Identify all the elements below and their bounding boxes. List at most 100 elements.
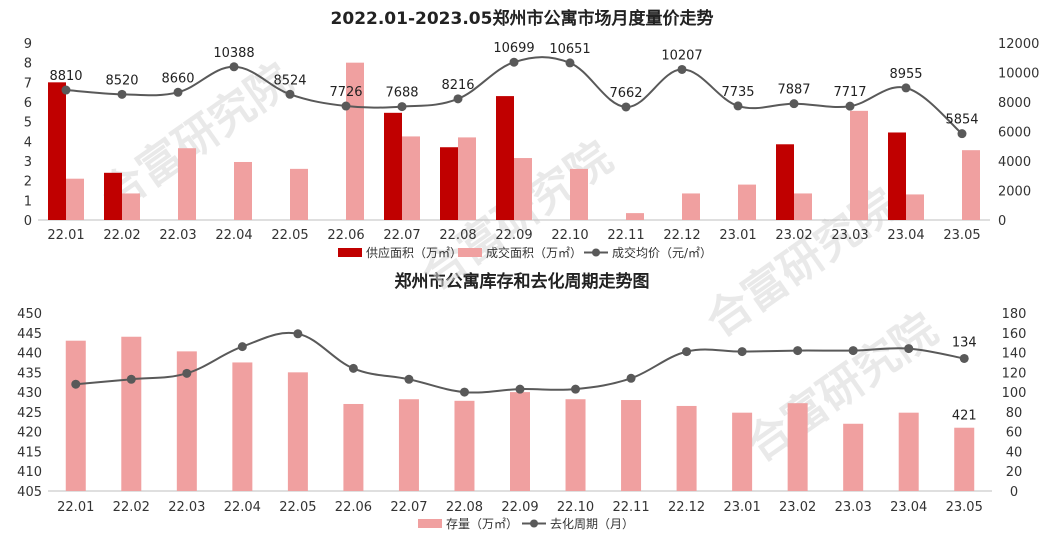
chart1-price-point — [341, 101, 351, 111]
chart2-cycle-point — [682, 347, 692, 357]
chart1-category-label: 23.02 — [775, 228, 812, 243]
chart1-supply-bar — [104, 172, 122, 220]
chart1-deal-bar — [178, 148, 196, 220]
chart2-cycle-point — [126, 374, 136, 384]
chart2-left-tick: 420 — [17, 426, 42, 441]
chart1-price-point — [677, 64, 687, 74]
chart1-price-label: 10699 — [493, 41, 534, 56]
chart1-price-point — [173, 87, 183, 97]
legend-supply-swatch — [338, 248, 362, 257]
chart1-right-tick: 4000 — [998, 155, 1031, 170]
chart1-price-point — [957, 129, 967, 139]
legend-price-swatch-dot — [592, 248, 600, 257]
chart1-left-tick: 6 — [24, 96, 32, 111]
chart2-cycle-point — [571, 384, 581, 394]
chart1-deal-bar — [458, 137, 476, 220]
chart1-right-tick: 12000 — [998, 37, 1039, 52]
chart1-category-label: 22.08 — [439, 228, 476, 243]
chart1-left-tick: 7 — [24, 76, 32, 91]
chart2-category-label: 22.10 — [557, 500, 594, 515]
chart2-left-tick: 435 — [17, 366, 42, 381]
chart2-cycle-point — [182, 368, 192, 378]
chart2-inventory-bar — [621, 400, 642, 491]
chart1-category-label: 22.05 — [271, 228, 308, 243]
chart2-right-tick: 140 — [1002, 347, 1027, 362]
chart1-deal-bar — [290, 168, 308, 220]
chart2-left-tick: 415 — [17, 445, 42, 460]
chart2-category-label: 23.05 — [946, 500, 983, 515]
chart1-price-label: 7717 — [833, 85, 866, 100]
chart1-deal-bar — [906, 194, 924, 220]
legend-cycle-label: 去化周期（月） — [550, 517, 634, 531]
chart2-cycle-point — [959, 353, 969, 363]
chart1-price-point — [789, 99, 799, 109]
chart2-category-label: 22.08 — [446, 500, 483, 515]
chart1-deal-bar — [234, 161, 252, 220]
chart2-category-label: 22.05 — [279, 500, 316, 515]
chart2-inventory-bar — [565, 399, 586, 491]
chart2-category-label: 22.07 — [390, 500, 427, 515]
chart1-supply-bar — [48, 82, 66, 220]
chart2-right-tick: 40 — [1006, 445, 1023, 460]
chart2-cycle-point — [626, 373, 636, 383]
chart1-category-label: 23.05 — [943, 228, 980, 243]
chart2-inventory-bar — [398, 399, 419, 491]
chart2-inventory-bar — [843, 423, 864, 491]
chart1-supply-bar — [776, 144, 794, 220]
chart1-price-point — [509, 57, 519, 67]
chart2-right-tick: 160 — [1002, 327, 1027, 342]
chart1-category-label: 22.04 — [215, 228, 252, 243]
chart2-cycle-point — [237, 342, 247, 352]
chart1-price-point — [397, 102, 407, 112]
chart1-deal-bar — [514, 158, 532, 220]
legend-deal-label: 成交面积（万㎡） — [486, 245, 582, 260]
chart1-price-label: 8955 — [889, 67, 922, 82]
chart1-price-point — [621, 102, 631, 112]
chart1-price-point — [453, 94, 463, 104]
chart2-category-label: 23.04 — [890, 500, 927, 515]
chart1-price-label: 10388 — [213, 46, 254, 61]
chart2-cycle-point — [515, 384, 525, 394]
chart1-right-tick: 0 — [998, 214, 1006, 229]
chart1-left-tick: 1 — [24, 194, 32, 209]
chart1-price-point — [565, 58, 575, 68]
chart2-cycle-point — [848, 346, 858, 356]
chart2-title: 郑州市公寓库存和去化周期走势图 — [395, 271, 650, 292]
legend-inventory-label: 存量（万㎡） — [446, 517, 518, 531]
chart1-deal-bar — [682, 193, 700, 220]
chart2-left-tick: 405 — [17, 485, 42, 500]
chart1-price-point — [845, 101, 855, 111]
chart1-price-point — [61, 85, 71, 95]
chart2-right-tick: 20 — [1006, 465, 1023, 480]
chart1-right-tick: 10000 — [998, 67, 1039, 82]
chart2-cycle-point — [348, 363, 358, 373]
chart1-deal-bar — [850, 110, 868, 220]
chart1-category-label: 22.11 — [607, 228, 644, 243]
chart1-price-point — [285, 89, 295, 99]
chart2-category-label: 22.09 — [501, 500, 538, 515]
chart1-deal-bar — [738, 184, 756, 220]
chart1-right-tick: 6000 — [998, 126, 1031, 141]
chart1-deal-bar — [962, 150, 980, 220]
chart1-deal-bar — [402, 136, 420, 220]
legend-deal-swatch — [458, 248, 482, 257]
chart2-category-label: 22.02 — [113, 500, 150, 515]
chart2-inventory-bar — [176, 351, 197, 491]
chart2-category-label: 22.06 — [335, 500, 372, 515]
chart1-category-label: 23.04 — [887, 228, 924, 243]
chart2-left-tick: 450 — [17, 307, 42, 322]
chart2-right-tick: 180 — [1002, 307, 1027, 322]
chart1-category-label: 22.07 — [383, 228, 420, 243]
chart1-deal-bar — [122, 193, 140, 220]
chart1-deal-bar — [794, 193, 812, 220]
chart1-deal-bar — [66, 178, 84, 220]
chart2-cycle-label: 134 — [952, 335, 977, 350]
chart2-category-label: 22.04 — [224, 500, 261, 515]
chart2-right-tick: 0 — [1010, 485, 1018, 500]
chart2-inventory-bar — [510, 392, 530, 491]
chart1-category-label: 22.01 — [47, 228, 84, 243]
chart1-category-label: 23.03 — [831, 228, 868, 243]
chart2-right-tick: 120 — [1002, 366, 1027, 381]
chart1-supply-bar — [384, 112, 402, 220]
